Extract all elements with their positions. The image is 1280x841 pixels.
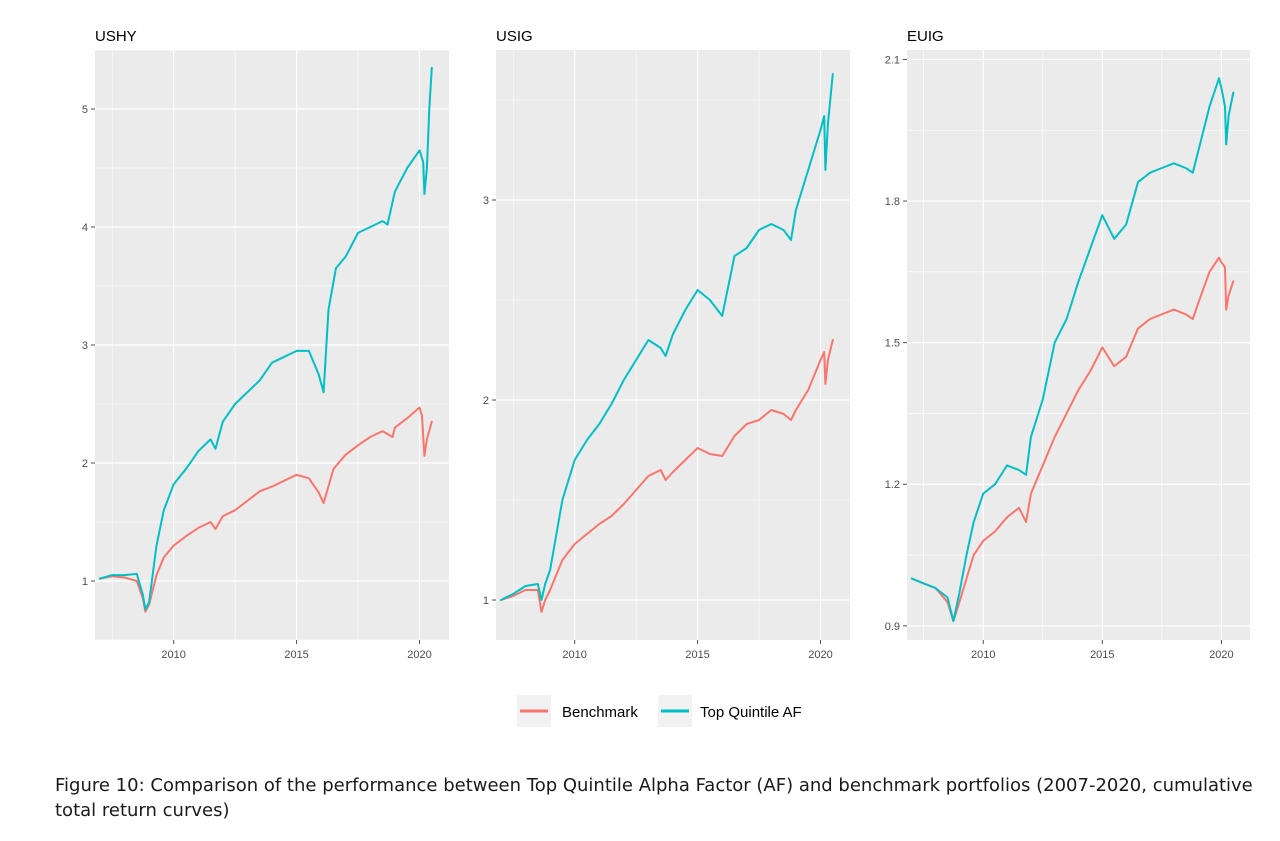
- x-tick-label: 2010: [161, 649, 185, 661]
- x-tick-label: 2010: [971, 649, 995, 661]
- series-line-top-quintile-af: [910, 77, 1235, 623]
- y-tick-label: 3: [483, 195, 489, 207]
- legend: Benchmark Top Quintile AF: [517, 695, 802, 727]
- y-tick-label: 5: [82, 104, 88, 116]
- series-line-top-quintile-af: [499, 73, 834, 601]
- legend-label-top-quintile-af: Top Quintile AF: [700, 704, 802, 721]
- plot-background: [496, 50, 850, 640]
- series-line-top-quintile-af: [98, 66, 433, 611]
- panel-ushy: 2010 2015 2020 1 2 3 4 5 USHY: [82, 28, 449, 661]
- y-tick-label: 1.8: [885, 196, 900, 208]
- figure-caption: Figure 10: Comparison of the performance…: [55, 775, 1253, 821]
- series-line-benchmark: [98, 406, 433, 613]
- x-tick-label: 2015: [685, 649, 709, 661]
- series-line-benchmark: [499, 339, 834, 613]
- panel-title: USHY: [95, 28, 137, 45]
- x-tick-label: 2020: [1209, 649, 1233, 661]
- y-tick-label: 3: [82, 340, 88, 352]
- plot-background: [907, 50, 1250, 640]
- x-tick-label: 2015: [284, 649, 308, 661]
- y-tick-label: 1: [483, 595, 489, 607]
- y-tick-label: 4: [82, 222, 88, 234]
- y-tick-label: 1: [82, 576, 88, 588]
- legend-label-benchmark: Benchmark: [562, 704, 638, 721]
- panel-usig: 2010 2015 2020 1 2 3 USIG: [483, 28, 850, 661]
- panel-title: EUIG: [907, 28, 944, 45]
- y-tick-label: 1.5: [885, 338, 900, 350]
- y-tick-label: 2: [82, 458, 88, 470]
- x-tick-label: 2020: [808, 649, 832, 661]
- y-tick-label: 1.2: [885, 479, 900, 491]
- x-tick-label: 2015: [1090, 649, 1114, 661]
- y-tick-label: 2.1: [885, 54, 900, 66]
- panel-euig: 2010 2015 2020 0.9 1.2 1.5 1.8 2.1 EUIG: [885, 28, 1250, 661]
- panel-title: USIG: [496, 28, 533, 45]
- y-tick-label: 0.9: [885, 621, 900, 633]
- x-tick-label: 2020: [407, 649, 431, 661]
- series-line-benchmark: [910, 256, 1235, 623]
- chart-figure: 2010 2015 2020 1 2 3 4 5 USHY 2010 2015 2020 1 2 3 USI…: [82, 28, 1250, 727]
- y-tick-label: 2: [483, 395, 489, 407]
- x-tick-label: 2010: [562, 649, 586, 661]
